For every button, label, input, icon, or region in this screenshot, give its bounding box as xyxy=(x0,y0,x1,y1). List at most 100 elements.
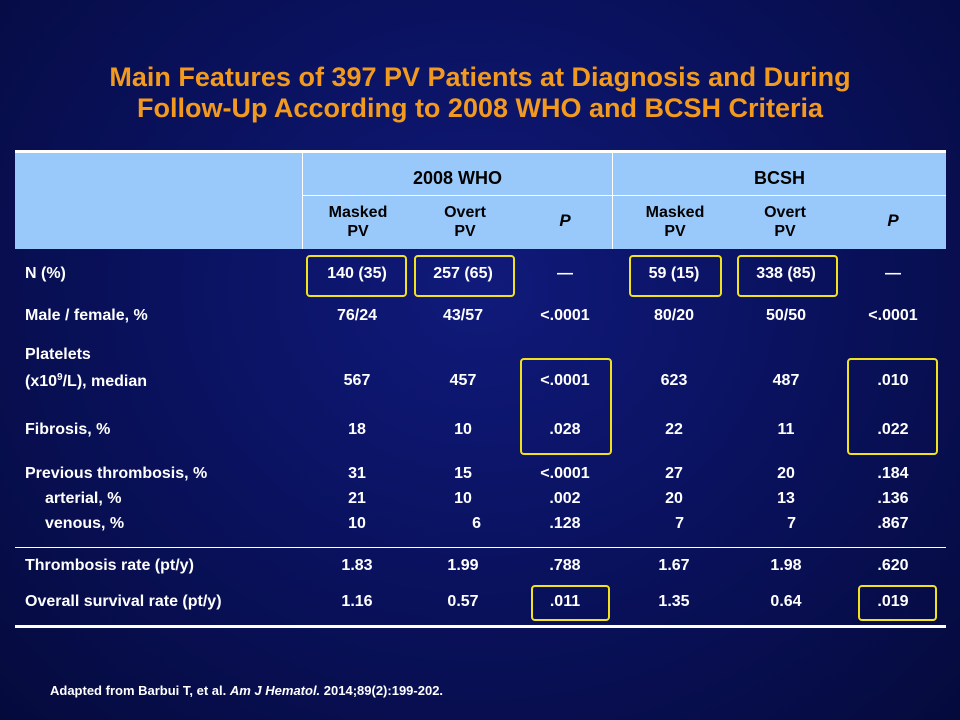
col-header-bcsh-overt-line1: Overt xyxy=(764,204,806,221)
group-divider xyxy=(303,195,946,196)
cell-fibrosis-who-overt: 10 xyxy=(454,421,472,438)
highlight-box-bcsh-masked-n xyxy=(629,255,722,297)
cell-arterial-bcsh-p: .136 xyxy=(877,490,909,507)
cell-rate-who-p: .788 xyxy=(549,557,581,574)
cell-prev-bcsh-p: .184 xyxy=(877,465,909,482)
highlight-box-who-p xyxy=(520,358,612,455)
cell-survival-bcsh-p: .019 xyxy=(877,593,909,610)
col-header-bcsh-masked: Masked PV xyxy=(630,203,720,241)
group-column-divider xyxy=(612,153,613,249)
row-label-prev-thrombosis: Previous thrombosis, % xyxy=(25,465,208,482)
follow-up-divider xyxy=(15,547,946,548)
highlight-box-bcsh-p xyxy=(847,358,938,455)
cell-sex-who-p: <.0001 xyxy=(540,307,590,324)
slide-title: Main Features of 397 PV Patients at Diag… xyxy=(0,62,960,124)
col-header-bcsh-masked-line1: Masked xyxy=(645,204,705,221)
cell-arterial-who-p: .002 xyxy=(549,490,581,507)
cell-n-who-p: — xyxy=(557,265,573,282)
cell-survival-who-p: .011 xyxy=(549,593,581,610)
cell-platelets-who-overt: 457 xyxy=(449,372,477,389)
cell-survival-bcsh-overt: 0.64 xyxy=(770,593,802,610)
highlight-box-bcsh-survival-p xyxy=(858,585,937,621)
platelets-label-sup: 9 xyxy=(57,372,63,383)
highlight-box-who-masked-n xyxy=(306,255,407,297)
cell-survival-bcsh-masked: 1.35 xyxy=(658,593,690,610)
cell-venous-bcsh-overt: 7 xyxy=(787,515,796,532)
col-header-bcsh-p: P xyxy=(887,211,899,230)
cell-rate-who-overt: 1.99 xyxy=(447,557,479,574)
cell-venous-bcsh-masked: 7 xyxy=(675,515,684,532)
col-header-who-masked: Masked PV xyxy=(313,203,403,241)
platelets-label-a: (x10 xyxy=(25,373,58,390)
row-label-sex: Male / female, % xyxy=(25,307,148,324)
cell-fibrosis-bcsh-p: .022 xyxy=(877,421,909,438)
row-label-venous: venous, % xyxy=(45,515,125,532)
cell-rate-who-masked: 1.83 xyxy=(341,557,373,574)
cell-survival-who-overt: 0.57 xyxy=(447,593,479,610)
cell-survival-who-masked: 1.16 xyxy=(341,593,373,610)
row-label-thrombosis-rate: Thrombosis rate (pt/y) xyxy=(25,557,194,574)
title-line-2: Follow-Up According to 2008 WHO and BCSH… xyxy=(136,93,824,123)
cell-arterial-bcsh-masked: 20 xyxy=(665,490,683,507)
cell-n-who-overt: 257 (65) xyxy=(433,265,493,282)
cell-arterial-bcsh-overt: 13 xyxy=(777,490,795,507)
cell-prev-bcsh-overt: 20 xyxy=(777,465,795,482)
col-header-who-overt-line1: Overt xyxy=(444,204,486,221)
col-header-who-masked-line2: PV xyxy=(347,223,369,240)
cell-fibrosis-who-masked: 18 xyxy=(348,421,366,438)
cell-platelets-who-p: <.0001 xyxy=(540,372,590,389)
cell-venous-bcsh-p: .867 xyxy=(877,515,909,532)
label-column-divider xyxy=(302,153,303,249)
cell-sex-who-masked: 76/24 xyxy=(336,307,378,324)
cell-sex-bcsh-p: <.0001 xyxy=(868,307,918,324)
cell-n-bcsh-p: — xyxy=(885,265,901,282)
col-header-who-overt-line2: PV xyxy=(454,223,476,240)
row-label-n: N (%) xyxy=(25,265,66,282)
cell-n-bcsh-masked: 59 (15) xyxy=(648,265,700,282)
cell-venous-who-overt: 6 xyxy=(472,515,481,532)
cell-prev-bcsh-masked: 27 xyxy=(665,465,683,482)
cell-arterial-who-masked: 21 xyxy=(348,490,366,507)
col-header-who-p: P xyxy=(559,211,571,230)
cell-fibrosis-bcsh-masked: 22 xyxy=(665,421,683,438)
highlight-box-who-overt-n xyxy=(414,255,515,297)
cell-arterial-who-overt: 10 xyxy=(454,490,472,507)
cell-platelets-who-masked: 567 xyxy=(343,372,371,389)
table-bottom-border xyxy=(15,625,946,628)
row-label-fibrosis: Fibrosis, % xyxy=(25,421,111,438)
cell-n-bcsh-overt: 338 (85) xyxy=(756,265,816,282)
row-label-platelets-line1: Platelets xyxy=(25,346,91,363)
citation-suffix: 2014;89(2):199-202. xyxy=(320,683,444,698)
col-header-who-overt: Overt PV xyxy=(420,203,510,241)
cell-sex-bcsh-masked: 80/20 xyxy=(653,307,695,324)
cell-sex-who-overt: 43/57 xyxy=(442,307,484,324)
cell-platelets-bcsh-overt: 487 xyxy=(772,372,800,389)
row-label-survival: Overall survival rate (pt/y) xyxy=(25,593,222,610)
cell-sex-bcsh-overt: 50/50 xyxy=(765,307,807,324)
row-label-platelets-line2: (x109/L), median xyxy=(25,372,147,391)
cell-venous-who-masked: 10 xyxy=(348,515,366,532)
platelets-label-b: /L), median xyxy=(62,373,148,390)
cell-rate-bcsh-masked: 1.67 xyxy=(658,557,690,574)
cell-platelets-bcsh-masked: 623 xyxy=(660,372,688,389)
cell-n-who-masked: 140 (35) xyxy=(327,265,387,282)
citation-journal: Am J Hematol. xyxy=(229,683,321,698)
highlight-box-who-survival-p xyxy=(531,585,610,621)
cell-prev-who-p: <.0001 xyxy=(540,465,590,482)
cell-prev-who-masked: 31 xyxy=(348,465,366,482)
col-header-bcsh-masked-line2: PV xyxy=(664,223,686,240)
cell-fibrosis-bcsh-overt: 11 xyxy=(777,421,795,438)
col-header-bcsh-overt-line2: PV xyxy=(774,223,796,240)
cell-fibrosis-who-p: .028 xyxy=(549,421,581,438)
row-label-arterial: arterial, % xyxy=(45,490,122,507)
title-line-1: Main Features of 397 PV Patients at Diag… xyxy=(109,62,851,92)
highlight-box-bcsh-overt-n xyxy=(737,255,838,297)
cell-venous-who-p: .128 xyxy=(549,515,581,532)
col-header-bcsh-overt: Overt PV xyxy=(740,203,830,241)
citation: Adapted from Barbui T, et al. Am J Hemat… xyxy=(50,683,443,698)
group-header-bcsh: BCSH xyxy=(753,168,805,188)
cell-platelets-bcsh-p: .010 xyxy=(877,372,909,389)
cell-rate-bcsh-p: .620 xyxy=(877,557,909,574)
col-header-who-masked-line1: Masked xyxy=(328,204,388,221)
group-header-who: 2008 WHO xyxy=(412,168,503,188)
